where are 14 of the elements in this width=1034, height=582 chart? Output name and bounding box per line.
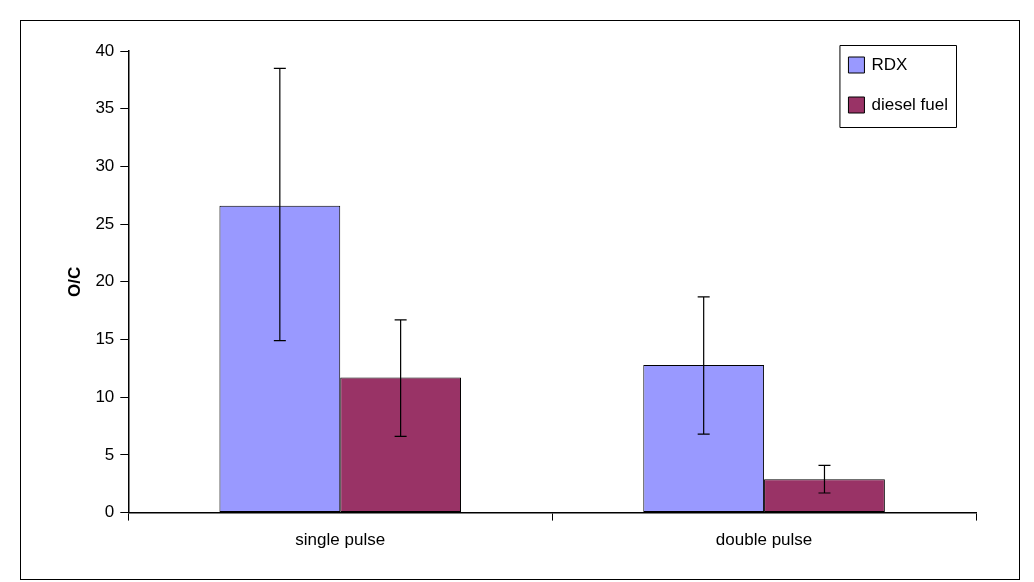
y-tick-label: 15 [95, 329, 115, 349]
y-tick-label: 5 [104, 444, 115, 464]
y-tick-label: 0 [104, 502, 115, 522]
y-tick-label: 40 [95, 40, 115, 60]
y-axis-title: O/C [64, 266, 84, 297]
y-tick-label: 10 [95, 386, 115, 406]
y-tick-label: 20 [95, 271, 115, 291]
x-tick-label: single pulse [295, 530, 386, 550]
legend-label: RDX [871, 54, 908, 74]
y-tick-label: 35 [95, 98, 115, 118]
y-tick-label: 30 [95, 156, 115, 176]
x-tick-label: double pulse [715, 530, 813, 550]
y-tick-label: 25 [95, 213, 115, 233]
legend-label: diesel fuel [871, 94, 949, 114]
